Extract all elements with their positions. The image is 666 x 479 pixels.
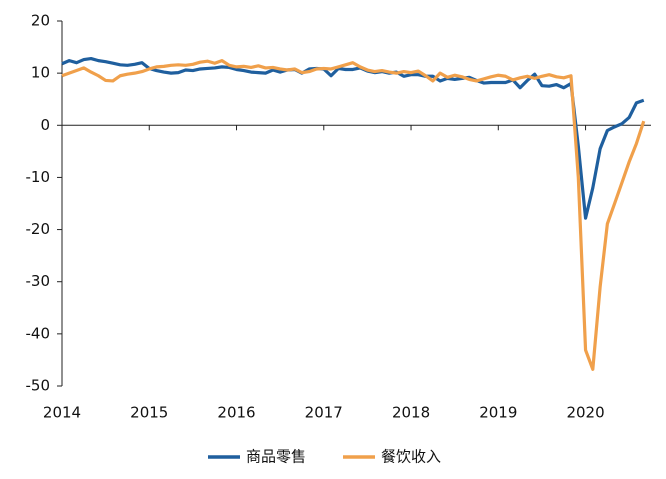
series-line bbox=[61, 56, 645, 220]
x-tick-label: 2020 bbox=[566, 404, 604, 422]
x-tick-label: 2014 bbox=[43, 404, 81, 422]
legend-label: 餐饮收入 bbox=[381, 448, 441, 466]
y-tick-label: -10 bbox=[26, 168, 51, 186]
series-line bbox=[61, 59, 646, 371]
legend-label: 商品零售 bbox=[246, 448, 306, 466]
y-tick-label: 10 bbox=[31, 64, 50, 82]
y-tick-label: -20 bbox=[26, 220, 51, 238]
x-tick-label: 2019 bbox=[479, 404, 517, 422]
x-tick-label: 2015 bbox=[130, 404, 168, 422]
x-tick-label: 2018 bbox=[392, 404, 430, 422]
x-tick-label: 2017 bbox=[305, 404, 343, 422]
y-tick-label: -40 bbox=[26, 324, 51, 342]
y-tick-label: 0 bbox=[40, 116, 50, 134]
x-tick-label: 2016 bbox=[217, 404, 255, 422]
y-tick-label: 20 bbox=[31, 12, 50, 30]
y-tick-label: -50 bbox=[26, 377, 51, 395]
y-tick-label: -30 bbox=[26, 272, 51, 290]
